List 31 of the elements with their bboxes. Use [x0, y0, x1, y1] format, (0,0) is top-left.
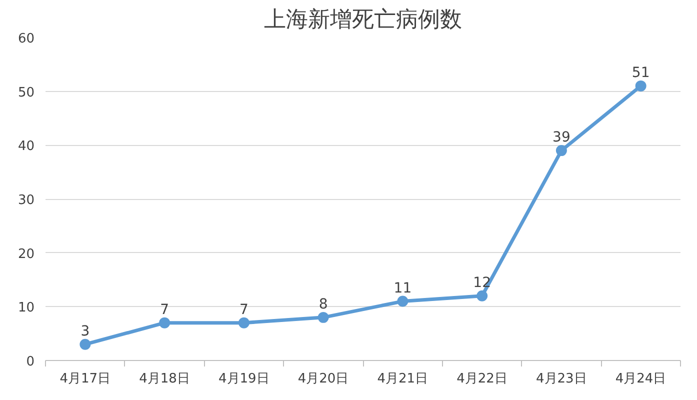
y-tick-label: 40 — [18, 139, 35, 154]
point — [238, 317, 250, 328]
y-tick-label: 10 — [18, 300, 35, 316]
x-tick-label: 4月24日 — [615, 372, 666, 386]
y-tick-label: 60 — [18, 32, 35, 46]
point — [476, 290, 488, 302]
point — [80, 338, 91, 350]
point — [397, 296, 408, 307]
y-tick-label: 30 — [18, 193, 35, 208]
y-tick-label: 0 — [26, 354, 35, 370]
y-tick-label: 20 — [18, 246, 35, 262]
data-label: 11 — [394, 280, 412, 296]
data-label: 7 — [239, 302, 248, 318]
x-tick-label: 4月22日 — [456, 372, 508, 386]
point — [159, 317, 170, 328]
x-tick-label: 4月20日 — [298, 372, 349, 386]
data-label: 7 — [160, 302, 170, 318]
x-tick-label: 4月21日 — [377, 372, 428, 386]
point — [635, 80, 646, 92]
point — [556, 145, 567, 156]
data-label: 8 — [318, 296, 328, 312]
data-label: 51 — [632, 64, 650, 81]
chart-title: 上海新增死亡病例数 — [264, 8, 462, 32]
point — [318, 312, 329, 323]
x-tick-label: 4月17日 — [60, 372, 111, 386]
y-tick-label: 50 — [18, 85, 35, 100]
data-label: 39 — [552, 130, 570, 146]
x-tick-label: 4月18日 — [139, 372, 190, 386]
data-label: 3 — [80, 323, 90, 340]
x-tick-label: 4月23日 — [536, 372, 587, 386]
x-tick-label: 4月19日 — [218, 372, 270, 386]
